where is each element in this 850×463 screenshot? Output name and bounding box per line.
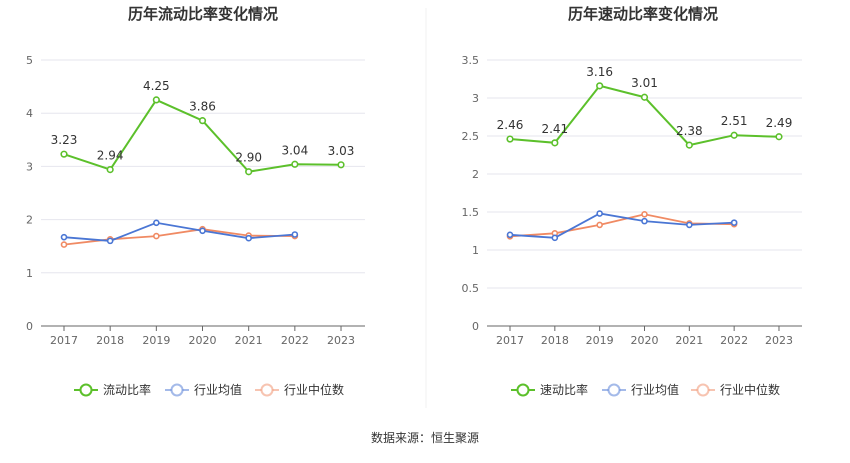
chart1-x-tick-label: 2018 (96, 334, 124, 347)
chart2-y-tick-label: 0.5 (462, 282, 480, 295)
chart1-x-tick-label: 2019 (142, 334, 170, 347)
chart2-y-tick-label: 1.5 (462, 206, 480, 219)
chart1-y-tick-label: 2 (26, 214, 33, 227)
chart1-data-label: 4.25 (143, 79, 170, 93)
chart1-data-label: 3.04 (281, 143, 308, 157)
chart1-series-1-point (245, 168, 253, 176)
chart2-legend-label: 行业均值 (631, 382, 679, 397)
chart1-y-tick-label: 5 (26, 54, 33, 67)
chart2-legend-marker (607, 383, 621, 397)
chart2-data-label: 3.16 (586, 65, 613, 79)
chart1-series-3-point (153, 232, 160, 240)
chart1-series-2-point (291, 231, 299, 238)
chart1-y-tick-label: 3 (26, 160, 33, 173)
chart1-legend-label: 行业均值 (194, 382, 242, 397)
chart1-series-2-point (106, 237, 114, 245)
chart2-series-1-point (685, 141, 693, 149)
chart1-y-tick-label: 0 (26, 320, 33, 333)
chart1-legend-label: 流动比率 (103, 382, 151, 397)
chart2-x-tick-label: 2019 (586, 334, 614, 347)
chart1-series-1-point (152, 96, 160, 104)
chart1-series-2-line (63, 221, 295, 242)
chart1-series-1-point (291, 160, 299, 168)
chart1-y-tick-label: 4 (26, 107, 33, 120)
chart2-x-tick-label: 2023 (765, 334, 793, 347)
chart2-data-label: 3.01 (631, 76, 658, 90)
chart2-x-tick-label: 2018 (541, 334, 569, 347)
chart2-legend-marker (516, 383, 530, 397)
chart1-x-tick-label: 2017 (50, 334, 78, 347)
chart2-data-label: 2.38 (676, 124, 703, 138)
chart2-data-label: 2.46 (497, 118, 524, 132)
chart1-series-2-point (60, 233, 68, 241)
chart1-data-label: 2.94 (97, 149, 124, 163)
chart1-data-label: 2.90 (235, 151, 262, 165)
chart2-y-tick-label: 2 (472, 168, 479, 181)
chart2-x-tick-label: 2017 (496, 334, 524, 347)
chart2-x-tick-label: 2022 (720, 334, 748, 347)
chart2-legend-label: 速动比率 (540, 382, 588, 397)
chart1-series-1-point (106, 165, 114, 174)
chart2-series-1-point (551, 139, 559, 147)
chart1-data-label: 3.23 (51, 133, 78, 147)
chart1-legend-marker (260, 383, 274, 397)
chart1-series-1-point (60, 150, 68, 158)
chart1-y-tick-label: 1 (26, 267, 33, 280)
chart2-series-2-point (686, 221, 693, 229)
chart1-series-2-point (245, 234, 252, 242)
chart2-series-3-line (509, 213, 735, 238)
chart2-series-1-point (506, 135, 514, 143)
chart2-data-label: 2.41 (541, 122, 568, 136)
chart2-x-tick-label: 2020 (630, 334, 658, 347)
chart2-series-1-point (640, 93, 649, 101)
chart2-series-3-point (641, 210, 648, 218)
chart1-data-label: 3.03 (328, 144, 355, 158)
chart2-y-tick-label: 0 (472, 320, 479, 333)
chart2-series-3-point (596, 221, 603, 229)
chart1-series-1-point (337, 161, 345, 169)
chart1-legend-label: 行业中位数 (284, 382, 344, 397)
chart1-legend-marker (79, 383, 93, 397)
chart2-y-tick-label: 1 (472, 244, 479, 257)
chart2-y-tick-label: 3.5 (462, 54, 480, 67)
chart1-series-3-point (60, 241, 68, 248)
chart2-data-label: 2.51 (721, 114, 748, 128)
chart2-x-tick-label: 2021 (675, 334, 703, 347)
chart2-data-label: 2.49 (766, 116, 793, 130)
chart2-y-tick-label: 3 (472, 92, 479, 105)
chart1-data-label: 3.86 (189, 100, 216, 114)
chart2-series-2-point (641, 217, 648, 225)
chart2-series-2-line (509, 212, 735, 239)
chart1-x-tick-label: 2022 (281, 334, 309, 347)
data-source: 数据来源：恒生聚源 (371, 430, 479, 445)
chart2-series-1-point (775, 133, 783, 141)
chart1-x-tick-label: 2020 (189, 334, 217, 347)
chart1-x-tick-label: 2023 (327, 334, 355, 347)
chart1-series-1-point (198, 117, 207, 125)
chart2-series-2-point (596, 210, 603, 217)
chart2-title: 历年速动比率变化情况 (568, 5, 718, 23)
chart2-legend-marker (696, 383, 710, 397)
chart2-series-1-point (730, 131, 738, 139)
chart2-series-2-point (506, 231, 514, 239)
chart1-series-2-point (153, 219, 160, 227)
chart1-title: 历年流动比率变化情况 (128, 5, 278, 23)
chart2-series-2-point (730, 219, 738, 226)
chart1-x-tick-label: 2021 (235, 334, 263, 347)
chart2-legend-label: 行业中位数 (720, 382, 780, 397)
chart2-y-tick-label: 2.5 (462, 130, 480, 143)
chart1-series-2-point (199, 227, 206, 235)
chart2-series-1-point (596, 82, 604, 90)
chart2-series-2-point (551, 234, 559, 242)
chart1-legend-marker (170, 383, 184, 397)
